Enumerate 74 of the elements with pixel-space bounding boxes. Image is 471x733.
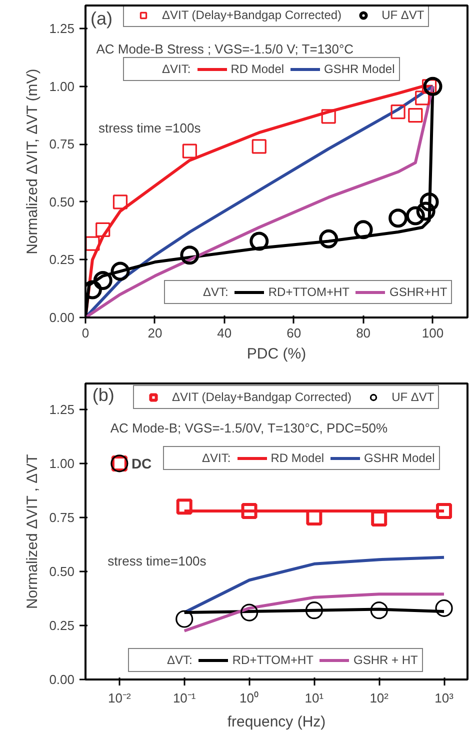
y-tick-label: 0.50 bbox=[49, 564, 75, 579]
annotation: ΔVT: bbox=[167, 653, 192, 667]
y-tick-label: 1.25 bbox=[49, 402, 75, 417]
x-tick-label: 100 bbox=[422, 326, 444, 340]
x-axis-title: frequency (Hz) bbox=[227, 714, 326, 730]
point bbox=[112, 194, 128, 210]
y-tick-label: 0.75 bbox=[49, 510, 75, 525]
legend-label: GSHR+HT bbox=[389, 285, 448, 299]
point bbox=[388, 208, 408, 228]
x-axis-title: PDC (%) bbox=[246, 346, 306, 362]
x-tick-label: 40 bbox=[217, 326, 232, 340]
y-tick-label: 0.25 bbox=[49, 618, 75, 633]
legend-label: GSHR + HT bbox=[353, 653, 418, 667]
legend-label: RD Model bbox=[270, 451, 324, 465]
annotation: ΔVIT: bbox=[202, 451, 231, 465]
point bbox=[423, 76, 442, 96]
legend-label: RD Model bbox=[230, 62, 284, 76]
point bbox=[408, 108, 423, 123]
point bbox=[240, 604, 258, 622]
point bbox=[250, 232, 269, 251]
y-tick-label: 0.75 bbox=[49, 136, 75, 152]
y-tick-label: 1.00 bbox=[49, 456, 75, 471]
point bbox=[110, 262, 130, 281]
point bbox=[436, 502, 452, 519]
legend-label: RD+TTOM+HT bbox=[268, 285, 350, 299]
y-tick-label: 0.00 bbox=[49, 310, 75, 325]
point bbox=[93, 271, 112, 290]
chart-title: (b) bbox=[92, 384, 114, 405]
x-tick-label: 10¹ bbox=[304, 690, 324, 706]
legend-label: ΔVIT (Delay+Bandgap Corrected) bbox=[172, 390, 352, 404]
point bbox=[182, 144, 197, 158]
annotation: stress time =100s bbox=[98, 120, 202, 136]
y-tick-label: 0.25 bbox=[49, 252, 75, 268]
point bbox=[180, 246, 200, 265]
chart-title: (a) bbox=[90, 8, 112, 29]
point bbox=[354, 220, 373, 240]
point bbox=[241, 502, 258, 519]
annotation: DC bbox=[131, 455, 152, 472]
line-series bbox=[182, 592, 446, 632]
x-tick-label: 10² bbox=[370, 690, 390, 706]
point bbox=[420, 192, 439, 212]
annotation: AC Mode-B Stress ; VGS=-1.5/0 V; T=130°C bbox=[96, 42, 354, 57]
point bbox=[390, 104, 406, 120]
point bbox=[252, 139, 266, 154]
x-tick-label: 80 bbox=[356, 326, 371, 340]
x-tick-label: 0 bbox=[82, 326, 90, 340]
legend-label: GSHR Model bbox=[324, 62, 395, 76]
y-tick-label: 0.00 bbox=[49, 672, 75, 687]
legend-label: UF ΔVT bbox=[382, 8, 424, 22]
x-tick-label: 10³ bbox=[434, 690, 454, 706]
legend-label: GSHR Model bbox=[364, 451, 435, 465]
x-tick-label: 20 bbox=[148, 326, 162, 340]
annotation: ΔVIT: bbox=[162, 62, 191, 76]
y-tick-label: 1.00 bbox=[49, 78, 75, 94]
point bbox=[416, 202, 436, 221]
annotation: AC Mode-B; VGS=-1.5/0V, T=130°C, PDC=50% bbox=[110, 420, 388, 436]
annotation: ΔVT: bbox=[203, 285, 228, 299]
x-tick-label: 10⁰ bbox=[240, 690, 260, 706]
point bbox=[319, 229, 338, 248]
y-axis-title: Normalized ΔVIT, ΔVT (mV) bbox=[24, 68, 42, 254]
point bbox=[406, 206, 425, 226]
legend-label: UF ΔVT bbox=[392, 390, 434, 404]
y-tick-label: 1.25 bbox=[49, 21, 75, 36]
x-tick-label: 10⁻¹ bbox=[172, 690, 196, 706]
x-tick-label: 60 bbox=[286, 326, 302, 340]
annotation: stress time=100s bbox=[108, 554, 207, 569]
y-axis-title: Normalized ΔVIT , ΔVT bbox=[24, 454, 42, 610]
legend-label: ΔVIT (Delay+Bandgap Corrected) bbox=[162, 8, 342, 22]
legend-label: RD+TTOM+HT bbox=[232, 653, 314, 667]
point bbox=[435, 599, 453, 617]
x-tick-label: 10⁻² bbox=[108, 690, 132, 706]
y-tick-label: 0.50 bbox=[49, 194, 75, 210]
point bbox=[176, 498, 192, 515]
point bbox=[371, 510, 388, 527]
